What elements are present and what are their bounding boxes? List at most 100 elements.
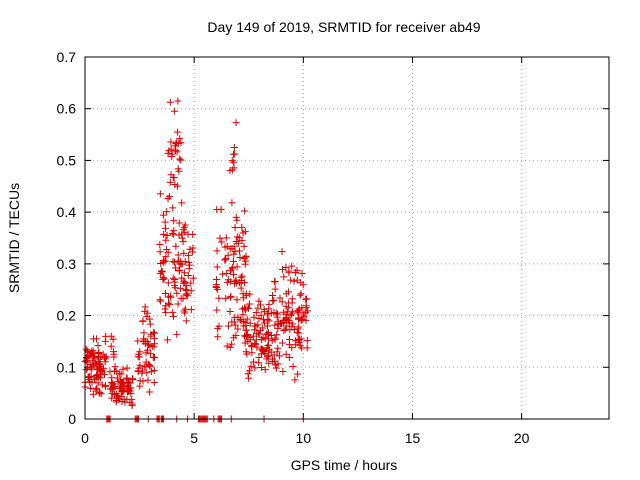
data-point — [141, 303, 149, 311]
data-point — [285, 304, 293, 312]
y-tick-label: 0.7 — [57, 49, 77, 65]
data-point — [260, 316, 268, 324]
data-point — [273, 331, 281, 339]
data-point — [168, 229, 176, 237]
data-point — [230, 143, 238, 151]
data-point — [91, 359, 99, 367]
data-point — [252, 340, 260, 348]
data-point — [294, 335, 302, 343]
data-point — [233, 263, 241, 271]
data-point — [189, 244, 197, 252]
data-point — [178, 234, 186, 242]
data-point — [290, 277, 298, 285]
data-point — [226, 343, 234, 351]
data-point — [263, 310, 271, 318]
data-point — [109, 385, 117, 393]
data-point — [264, 352, 272, 360]
data-point — [213, 247, 221, 255]
data-point — [163, 245, 171, 253]
data-point — [164, 248, 172, 256]
data-point — [166, 98, 174, 106]
data-point — [228, 340, 236, 348]
x-tick-label: 15 — [405, 430, 421, 446]
data-point — [238, 223, 246, 231]
data-point — [247, 342, 255, 350]
data-point — [158, 268, 166, 276]
data-point — [290, 326, 298, 334]
data-point — [140, 329, 148, 337]
data-point — [274, 360, 282, 368]
data-point — [237, 284, 245, 292]
data-point — [222, 294, 230, 302]
data-point — [236, 254, 244, 262]
data-point — [282, 263, 290, 271]
data-point — [285, 267, 293, 275]
data-point — [287, 276, 295, 284]
data-point — [217, 205, 225, 213]
data-point — [115, 369, 123, 377]
data-point — [146, 320, 154, 328]
data-point — [172, 147, 180, 155]
data-point — [93, 366, 101, 374]
data-point — [111, 391, 119, 399]
data-point — [171, 107, 179, 115]
data-point — [246, 319, 254, 327]
data-point — [248, 349, 256, 357]
data-point — [246, 290, 254, 298]
data-point — [243, 315, 251, 323]
data-point — [184, 251, 192, 259]
data-point — [179, 238, 187, 246]
data-point — [84, 352, 92, 360]
data-point — [156, 248, 164, 256]
data-point — [134, 337, 142, 345]
data-point — [240, 242, 248, 250]
data-point — [297, 290, 305, 298]
data-point — [230, 257, 238, 265]
data-point — [264, 341, 272, 349]
data-point — [175, 266, 183, 274]
data-point — [274, 324, 282, 332]
x-tick-label: 5 — [190, 430, 198, 446]
data-point — [278, 339, 286, 347]
grid-lines — [85, 57, 609, 419]
data-point — [230, 271, 238, 279]
data-point — [281, 325, 289, 333]
data-point — [226, 307, 234, 315]
data-point — [169, 204, 177, 212]
data-point — [276, 294, 284, 302]
data-point — [214, 333, 222, 341]
data-point — [218, 238, 226, 246]
data-point — [246, 334, 254, 342]
data-point — [265, 359, 273, 367]
data-point — [110, 383, 118, 391]
data-point — [189, 274, 197, 282]
data-point — [260, 319, 268, 327]
data-point — [161, 218, 169, 226]
data-point — [228, 199, 236, 207]
data-point — [213, 285, 221, 293]
data-point — [173, 182, 181, 190]
data-point — [144, 376, 152, 384]
data-point — [162, 309, 170, 317]
data-point — [242, 253, 250, 261]
data-point — [136, 377, 144, 385]
data-point — [285, 288, 293, 296]
data-point — [185, 265, 193, 273]
data-point — [282, 322, 290, 330]
data-point — [254, 304, 262, 312]
data-point — [212, 281, 220, 289]
data-point — [150, 353, 158, 361]
data-point — [265, 335, 273, 343]
data-point — [82, 345, 90, 353]
data-point — [177, 294, 185, 302]
data-point — [96, 355, 104, 363]
data-point — [273, 313, 281, 321]
plot-frame — [84, 56, 610, 420]
data-point — [296, 291, 304, 299]
chart-title: Day 149 of 2019, SRMTID for receiver ab4… — [207, 19, 480, 35]
data-point — [236, 316, 244, 324]
data-point — [156, 190, 164, 198]
data-point — [271, 336, 279, 344]
data-point — [107, 342, 115, 350]
data-point — [243, 350, 251, 358]
